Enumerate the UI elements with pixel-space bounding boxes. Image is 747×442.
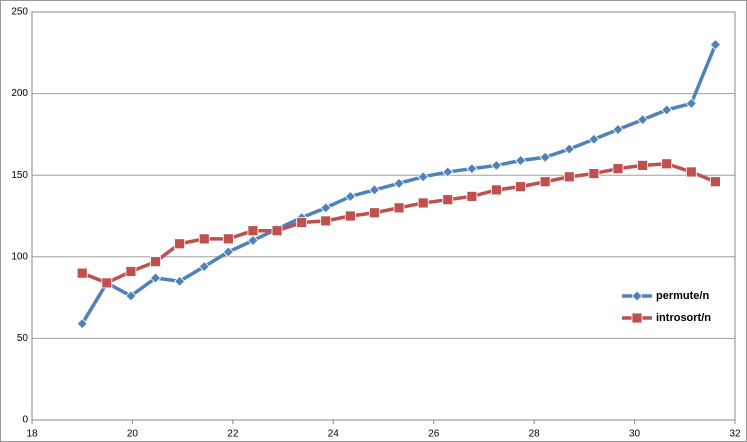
x-tick-label: 20: [127, 429, 139, 440]
point: [417, 197, 429, 209]
point: [125, 290, 137, 302]
point: [198, 233, 210, 245]
point: [198, 261, 210, 273]
point: [466, 163, 478, 175]
point: [320, 202, 332, 214]
legend-text: introsort/n: [656, 312, 711, 324]
point: [515, 154, 527, 167]
point: [588, 133, 600, 145]
legend-text: permute/n: [656, 290, 709, 302]
point: [685, 166, 697, 178]
point: [150, 256, 161, 268]
point: [661, 104, 673, 116]
x-tick-label: 32: [729, 429, 741, 440]
point: [247, 234, 259, 247]
point: [368, 184, 381, 196]
x-tick-label: 26: [428, 429, 440, 440]
legend-marker: [631, 290, 643, 302]
point: [320, 215, 332, 227]
y-tick-label: 150: [11, 170, 28, 181]
point: [393, 202, 405, 214]
y-tick-label: 50: [17, 333, 29, 344]
point: [76, 267, 88, 279]
point: [466, 191, 478, 202]
x-tick-label: 28: [529, 429, 541, 440]
point: [296, 217, 308, 228]
point: [442, 194, 454, 206]
x-tick-label: 22: [227, 429, 239, 440]
y-tick-label: 200: [11, 88, 28, 99]
point: [125, 266, 137, 277]
point: [417, 171, 429, 183]
point: [344, 210, 356, 222]
point: [222, 233, 234, 245]
point: [637, 160, 649, 171]
point: [442, 166, 454, 178]
point: [563, 171, 575, 183]
point: [637, 114, 649, 126]
x-tick-label: 18: [26, 429, 38, 440]
point: [369, 207, 380, 219]
point: [174, 238, 186, 250]
x-tick-label: 24: [328, 429, 340, 440]
y-tick-label: 250: [11, 7, 28, 18]
point: [393, 177, 405, 189]
x-tick-label: 30: [629, 429, 641, 440]
point: [612, 123, 624, 136]
point: [515, 181, 526, 193]
point: [174, 275, 186, 287]
point: [563, 143, 575, 155]
point: [222, 246, 234, 258]
point: [612, 163, 624, 175]
point: [661, 158, 673, 170]
point: [710, 176, 721, 188]
point: [588, 168, 600, 179]
point: [149, 272, 162, 284]
point: [709, 39, 721, 51]
y-tick-label: 100: [11, 251, 28, 262]
y-tick-label: 0: [22, 415, 28, 426]
point: [271, 225, 283, 237]
point: [247, 225, 259, 237]
point: [101, 277, 113, 289]
point: [491, 184, 502, 196]
legend-marker: [631, 312, 643, 324]
point: [344, 190, 356, 202]
point: [685, 97, 697, 109]
point: [539, 151, 551, 163]
point: [490, 159, 503, 171]
point: [539, 176, 551, 188]
plot-area: [31, 11, 736, 421]
point: [76, 318, 88, 330]
